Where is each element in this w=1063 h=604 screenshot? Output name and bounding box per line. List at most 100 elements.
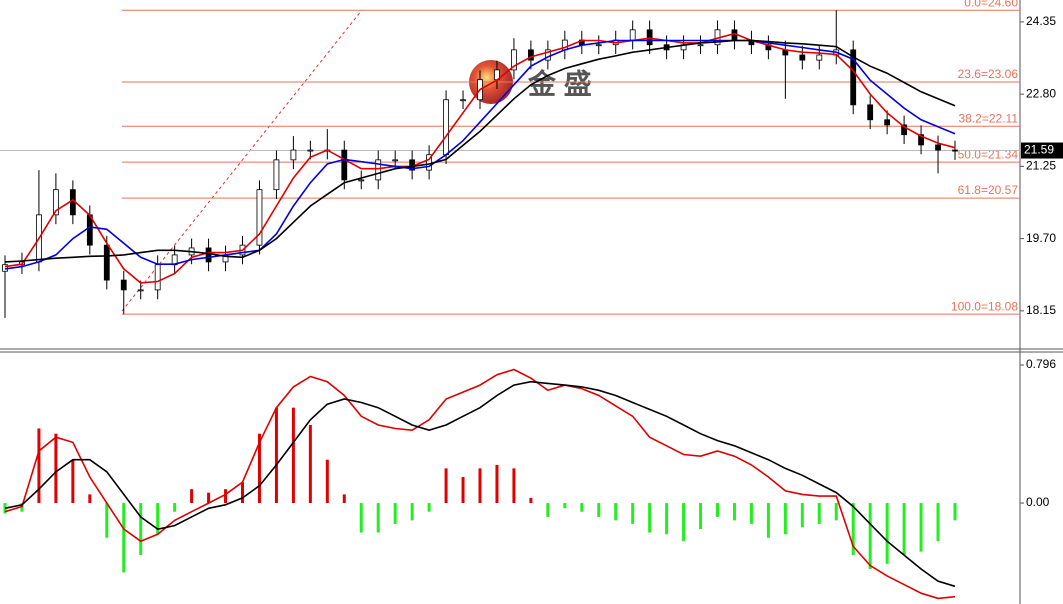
histogram-bar <box>936 503 940 542</box>
y-tick-label: 22.80 <box>1026 86 1056 100</box>
histogram-bar <box>274 407 278 504</box>
last-price-label: 21.59 <box>1024 143 1054 157</box>
last-price-tag <box>1021 142 1063 159</box>
histogram-bar <box>868 503 872 569</box>
candle-body <box>120 279 127 291</box>
candle-body <box>375 159 382 181</box>
histogram-bar <box>851 503 855 556</box>
fib-label: 100.0=18.08 <box>951 299 1018 313</box>
candle-body <box>256 189 263 246</box>
histogram-bar <box>291 407 295 504</box>
histogram-bar <box>597 503 601 517</box>
watermark: 金 盛 <box>527 67 592 99</box>
histogram-bar <box>156 503 160 535</box>
histogram-bar <box>393 503 397 524</box>
candle-body <box>918 134 924 146</box>
candle-body <box>884 119 891 126</box>
histogram-bar <box>105 503 109 538</box>
histogram-bar <box>834 503 838 521</box>
y-tick-label: 24.35 <box>1026 14 1056 28</box>
histogram-bar <box>512 468 516 504</box>
histogram-bar <box>308 425 312 504</box>
histogram-bar <box>902 503 906 556</box>
candle-body <box>646 29 653 46</box>
histogram-bar <box>207 492 211 504</box>
y-tick-label: 18.15 <box>1026 303 1056 317</box>
histogram-bar <box>139 503 143 556</box>
histogram-bar <box>461 477 465 504</box>
fib-label: 61.8=20.57 <box>958 183 1019 197</box>
indicator-line <box>4 380 956 588</box>
histogram-bar <box>614 503 618 521</box>
candle-body <box>544 49 551 61</box>
candle-body <box>511 49 517 71</box>
histogram-bar <box>37 428 41 504</box>
candle-body <box>307 149 314 152</box>
fib-label: 50.0=21.34 <box>958 147 1019 161</box>
candle-body <box>273 159 280 191</box>
histogram-bar <box>20 503 24 512</box>
histogram-bar <box>546 503 550 517</box>
candle-body <box>443 99 449 156</box>
fib-label: 38.2=22.11 <box>958 111 1018 125</box>
candle-body <box>154 264 161 291</box>
histogram-bar <box>495 464 499 504</box>
fib-label: 0.0=24.60 <box>964 0 1018 9</box>
histogram-bar <box>359 503 363 533</box>
histogram-bar <box>665 503 669 535</box>
histogram-bar <box>478 468 482 504</box>
candle-body <box>850 49 857 106</box>
histogram-bar <box>71 459 75 504</box>
histogram-bar <box>376 503 380 533</box>
histogram-bar <box>631 503 635 524</box>
trend-line <box>121 9 363 312</box>
candle-body <box>392 159 399 162</box>
histogram-bar <box>648 503 652 533</box>
histogram-bar <box>88 494 92 504</box>
candle-body <box>935 144 941 151</box>
candle-body <box>137 289 144 292</box>
histogram-bar <box>563 503 567 509</box>
indicator-line <box>4 39 956 263</box>
histogram-bar <box>580 503 584 512</box>
candle-body <box>595 44 602 47</box>
histogram-bar <box>699 503 703 530</box>
histogram-bar <box>732 503 736 521</box>
histogram-bar <box>766 503 770 538</box>
histogram-bar <box>919 503 923 552</box>
candle-body <box>901 124 908 136</box>
candle-body <box>816 54 823 61</box>
candle-body <box>629 29 636 41</box>
candle-body <box>952 149 958 152</box>
candle-body <box>52 189 59 216</box>
candle-body <box>358 179 365 182</box>
histogram-bar <box>800 503 804 528</box>
indicator-line <box>4 32 956 284</box>
histogram-bar <box>241 482 244 504</box>
y-tick-label: 21.25 <box>1026 159 1056 173</box>
histogram-bar <box>122 503 126 573</box>
candle-body <box>460 99 466 102</box>
candle-body <box>341 149 348 181</box>
fib-label: 23.6=23.06 <box>958 67 1019 81</box>
histogram-bar <box>716 503 719 517</box>
y-tick-label: 0.00 <box>1026 495 1050 509</box>
indicator-line <box>4 39 956 270</box>
histogram-bar <box>54 433 58 504</box>
candle-body <box>697 44 704 47</box>
histogram-bar <box>173 503 177 512</box>
histogram-bar <box>953 503 957 521</box>
histogram-bar <box>190 489 194 504</box>
histogram-bar <box>682 503 686 542</box>
y-tick-label: 19.70 <box>1026 231 1056 245</box>
candle-body <box>799 54 806 61</box>
histogram-bar <box>325 459 329 504</box>
candle-body <box>426 154 433 171</box>
candle-body <box>527 49 534 61</box>
histogram-bar <box>817 503 821 524</box>
candle-body <box>867 104 874 121</box>
histogram-bar <box>783 503 787 535</box>
y-tick-label: 0.796 <box>1026 357 1056 371</box>
